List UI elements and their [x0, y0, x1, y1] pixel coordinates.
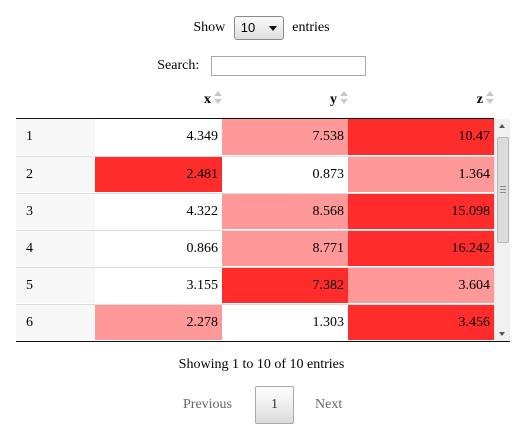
cell-x: 2.278 [95, 305, 222, 340]
table-row: 6 2.278 1.303 3.456 [16, 304, 494, 340]
header-x[interactable]: x [95, 86, 222, 118]
header-x-label: x [204, 92, 211, 107]
cell-z: 16.242 [348, 231, 494, 266]
chevron-down-icon [268, 26, 277, 31]
length-suffix: entries [292, 20, 330, 35]
grip-line [500, 186, 506, 187]
cell-index: 6 [16, 305, 95, 340]
cell-index: 4 [16, 231, 95, 266]
scrollbar-thumb[interactable] [497, 137, 509, 243]
cell-x: 4.322 [95, 194, 222, 229]
cell-y: 0.873 [222, 157, 348, 192]
cell-index: 3 [16, 194, 95, 229]
header-index [16, 86, 95, 118]
header-z-label: z [476, 92, 483, 107]
header-y-label: y [330, 92, 337, 107]
table-row: 3 4.322 8.568 15.098 [16, 193, 494, 229]
cell-y: 7.538 [222, 119, 348, 155]
table-row: 5 3.155 7.382 3.604 [16, 267, 494, 303]
pagination: Previous 1 Next [0, 386, 523, 424]
table-row: 1 4.349 7.538 10.47 [16, 119, 494, 155]
header-y[interactable]: y [222, 86, 348, 118]
cell-z: 3.456 [348, 305, 494, 340]
cell-z: 1.364 [348, 157, 494, 192]
cell-x: 2.481 [95, 157, 222, 192]
length-menu: Show 10 entries [0, 15, 523, 41]
search-filter: Search: [0, 55, 523, 77]
header-z[interactable]: z [348, 86, 494, 118]
next-button[interactable]: Next [315, 397, 343, 412]
cell-y: 7.382 [222, 268, 348, 303]
length-prefix: Show [193, 20, 226, 35]
scroll-down-icon[interactable] [499, 332, 505, 336]
cell-x: 3.155 [95, 268, 222, 303]
cell-index: 1 [16, 119, 95, 155]
cell-z: 10.47 [348, 119, 494, 155]
entries-select[interactable]: 10 [233, 16, 284, 40]
table-header: x y z [16, 86, 494, 119]
vertical-scrollbar[interactable] [494, 119, 510, 341]
search-input[interactable] [210, 56, 366, 76]
table-row: 2 2.481 0.873 1.364 [16, 156, 494, 192]
previous-button[interactable]: Previous [183, 397, 232, 412]
grip-line [500, 192, 506, 193]
cell-x: 0.866 [95, 231, 222, 266]
cell-index: 5 [16, 268, 95, 303]
cell-x: 4.349 [95, 119, 222, 155]
sort-icon [340, 90, 348, 105]
entries-select-value: 10 [240, 20, 256, 35]
cell-z: 3.604 [348, 268, 494, 303]
cell-y: 8.568 [222, 194, 348, 229]
cell-y: 1.303 [222, 305, 348, 340]
table-info: Showing 1 to 10 of 10 entries [178, 357, 345, 372]
table-row: 4 0.866 8.771 16.242 [16, 230, 494, 266]
cell-z: 15.098 [348, 194, 494, 229]
page-1-button[interactable]: 1 [255, 386, 294, 424]
cell-index: 2 [16, 157, 95, 192]
grip-line [500, 189, 506, 190]
search-label: Search: [157, 58, 200, 73]
sort-icon [486, 90, 494, 105]
sort-icon [214, 90, 222, 105]
scroll-up-icon[interactable] [499, 124, 505, 128]
table-body: 1 4.349 7.538 10.47 2 2.481 0.873 1.364 … [16, 119, 510, 342]
cell-y: 8.771 [222, 231, 348, 266]
